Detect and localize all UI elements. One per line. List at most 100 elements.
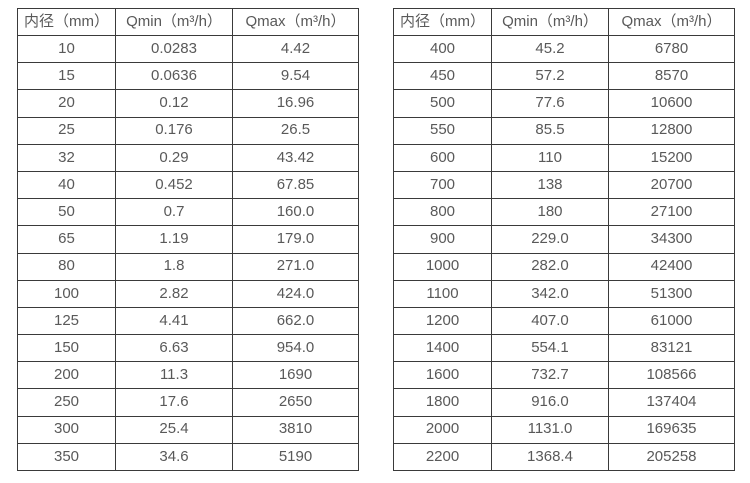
table-cell: 900 — [393, 225, 492, 254]
table-row: 32 0.29 43.42 — [17, 143, 359, 172]
column-header: 内径（mm） — [393, 8, 492, 36]
table-row: 2000 1131.0 169635 — [393, 415, 735, 444]
table-cell: 4.41 — [115, 306, 233, 336]
table-cell: 11.3 — [115, 361, 233, 390]
table-cell: 45.2 — [491, 34, 609, 64]
table-cell: 9.54 — [232, 62, 359, 91]
table-row: 80 1.8 271.0 — [17, 252, 359, 281]
table-cell: 50 — [17, 198, 116, 227]
table-cell: 179.0 — [232, 225, 359, 254]
table-cell: 43.42 — [232, 143, 359, 172]
table-row: 1400 554.1 83121 — [393, 334, 735, 363]
table-row: 1200 407.0 61000 — [393, 306, 735, 336]
table-cell: 100 — [17, 279, 116, 308]
table-cell: 12800 — [608, 116, 735, 145]
table-cell: 26.5 — [232, 116, 359, 145]
table-cell: 138 — [491, 170, 609, 200]
table-cell: 1400 — [393, 334, 492, 363]
table-cell: 271.0 — [232, 252, 359, 281]
table-cell: 34.6 — [115, 442, 233, 472]
table-cell: 0.0283 — [115, 34, 233, 64]
table-cell: 2200 — [393, 442, 492, 472]
table-cell: 42400 — [608, 252, 735, 281]
table-cell: 600 — [393, 143, 492, 172]
table-row: 400 45.2 6780 — [393, 34, 735, 64]
table-cell: 169635 — [608, 415, 735, 444]
table-cell: 954.0 — [232, 334, 359, 363]
table-row: 900 229.0 34300 — [393, 225, 735, 254]
table-cell: 1131.0 — [491, 415, 609, 444]
column-header: Qmax（m³/h） — [232, 8, 359, 36]
table-cell: 180 — [491, 198, 609, 227]
table-cell: 800 — [393, 198, 492, 227]
table-cell: 916.0 — [491, 388, 609, 417]
table-row: 450 57.2 8570 — [393, 62, 735, 91]
table-cell: 1000 — [393, 252, 492, 281]
table-cell: 150 — [17, 334, 116, 363]
header-row: 内径（mm） Qmin（m³/h） Qmax（m³/h） — [393, 8, 735, 36]
table-cell: 1.19 — [115, 225, 233, 254]
table-cell: 25 — [17, 116, 116, 145]
table-cell: 6780 — [608, 34, 735, 64]
table-cell: 0.176 — [115, 116, 233, 145]
table-cell: 400 — [393, 34, 492, 64]
table-cell: 450 — [393, 62, 492, 91]
tables-container: 内径（mm） Qmin（m³/h） Qmax（m³/h） 10 0.0283 4.42 15… — [17, 8, 735, 472]
table-cell: 282.0 — [491, 252, 609, 281]
table-row: 600 110 15200 — [393, 143, 735, 172]
table-cell: 700 — [393, 170, 492, 200]
table-row: 50 0.7 160.0 — [17, 198, 359, 227]
table-cell: 550 — [393, 116, 492, 145]
table-cell: 5190 — [232, 442, 359, 472]
column-header: Qmin（m³/h） — [491, 8, 609, 36]
table-cell: 57.2 — [491, 62, 609, 91]
table-cell: 20 — [17, 89, 116, 118]
table-row: 40 0.452 67.85 — [17, 170, 359, 200]
table-cell: 500 — [393, 89, 492, 118]
table-cell: 342.0 — [491, 279, 609, 308]
table-cell: 108566 — [608, 361, 735, 390]
table-cell: 1200 — [393, 306, 492, 336]
table-cell: 34300 — [608, 225, 735, 254]
table-cell: 1800 — [393, 388, 492, 417]
table-row: 10 0.0283 4.42 — [17, 34, 359, 64]
table-row: 800 180 27100 — [393, 198, 735, 227]
table-row: 25 0.176 26.5 — [17, 116, 359, 145]
table-cell: 51300 — [608, 279, 735, 308]
table-cell: 732.7 — [491, 361, 609, 390]
column-header: 内径（mm） — [17, 8, 116, 36]
table-row: 1000 282.0 42400 — [393, 252, 735, 281]
table-cell: 0.29 — [115, 143, 233, 172]
table-cell: 4.42 — [232, 34, 359, 64]
table-cell: 61000 — [608, 306, 735, 336]
table-cell: 1368.4 — [491, 442, 609, 472]
table-cell: 10 — [17, 34, 116, 64]
table-row: 65 1.19 179.0 — [17, 225, 359, 254]
table-cell: 1100 — [393, 279, 492, 308]
table-row: 200 11.3 1690 — [17, 361, 359, 390]
table-cell: 125 — [17, 306, 116, 336]
table-cell: 6.63 — [115, 334, 233, 363]
table-cell: 137404 — [608, 388, 735, 417]
table-cell: 2650 — [232, 388, 359, 417]
column-header: Qmin（m³/h） — [115, 8, 233, 36]
table-row: 1800 916.0 137404 — [393, 388, 735, 417]
table-row: 125 4.41 662.0 — [17, 306, 359, 336]
table-cell: 25.4 — [115, 415, 233, 444]
table-cell: 2000 — [393, 415, 492, 444]
table-cell: 85.5 — [491, 116, 609, 145]
table-cell: 40 — [17, 170, 116, 200]
table-cell: 2.82 — [115, 279, 233, 308]
table-row: 20 0.12 16.96 — [17, 89, 359, 118]
table-cell: 15 — [17, 62, 116, 91]
table-cell: 250 — [17, 388, 116, 417]
table-row: 15 0.0636 9.54 — [17, 62, 359, 91]
table-cell: 8570 — [608, 62, 735, 91]
table-row: 150 6.63 954.0 — [17, 334, 359, 363]
table-cell: 554.1 — [491, 334, 609, 363]
table-row: 300 25.4 3810 — [17, 415, 359, 444]
table-cell: 16.96 — [232, 89, 359, 118]
table-row: 700 138 20700 — [393, 170, 735, 200]
table-cell: 200 — [17, 361, 116, 390]
table-cell: 300 — [17, 415, 116, 444]
